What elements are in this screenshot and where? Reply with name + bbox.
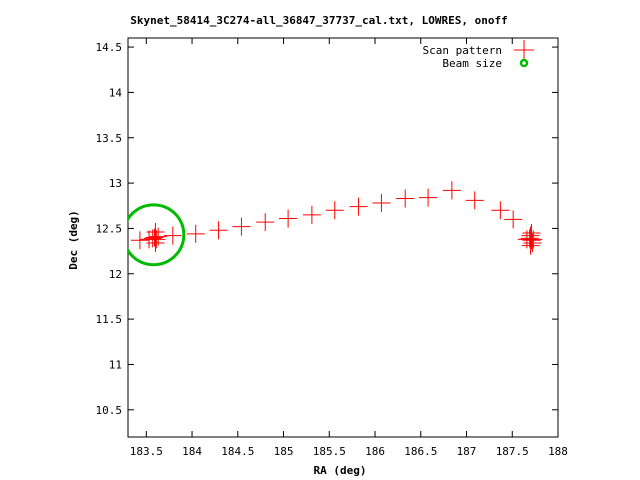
scan-point (146, 223, 165, 242)
scan-point (521, 226, 540, 245)
scan-point (186, 224, 205, 243)
x-tick-label: 185.5 (313, 445, 346, 458)
scan-point (419, 188, 438, 207)
scan-point (209, 221, 228, 240)
y-axis: 10.5 11 11.5 12 12.5 13 13.5 14 14.5 (96, 41, 558, 417)
legend-marker-beam-size (519, 58, 529, 68)
legend-plus-marker (514, 40, 534, 60)
x-tick-label: 183.5 (130, 445, 163, 458)
scan-point (130, 231, 149, 250)
legend-label-beam-size: Beam size (442, 57, 502, 70)
scan-point (256, 213, 275, 232)
x-axis-label: RA (deg) (314, 464, 367, 477)
x-tick-label: 187 (457, 445, 477, 458)
y-tick-label: 13 (109, 177, 122, 190)
y-tick-label: 10.5 (96, 404, 123, 417)
x-tick-label: 187.5 (496, 445, 529, 458)
x-tick-label: 188 (548, 445, 568, 458)
y-tick-label: 12 (109, 268, 122, 281)
chart-title: Skynet_58414_3C274-all_36847_37737_cal.t… (130, 14, 508, 27)
x-tick-label: 186.5 (404, 445, 437, 458)
y-tick-label: 11 (109, 358, 122, 371)
scan-point (522, 223, 541, 242)
x-tick-label: 185 (274, 445, 294, 458)
y-tick-label: 11.5 (96, 313, 123, 326)
scan-point (442, 181, 461, 200)
scan-point (396, 189, 415, 208)
scan-point (504, 210, 523, 229)
scan-point (325, 201, 344, 220)
x-axis: 183.5 184 184.5 185 185.5 186 186.5 187 187.5 188 (130, 38, 568, 458)
legend-marker-scan-pattern (514, 40, 534, 60)
legend-label-scan-pattern: Scan pattern (423, 44, 502, 57)
scan-point (145, 228, 164, 247)
scan-point (163, 226, 182, 245)
y-tick-label: 14 (109, 86, 123, 99)
y-tick-label: 13.5 (96, 132, 123, 145)
scan-point (349, 197, 368, 216)
scan-point (491, 201, 510, 220)
scan-point (465, 191, 484, 210)
scan-point (520, 229, 539, 248)
data-marks (128, 181, 543, 267)
x-tick-label: 184.5 (221, 445, 254, 458)
scan-point (279, 209, 298, 228)
beam-size-circle (128, 203, 186, 267)
scan-point (232, 217, 251, 236)
y-tick-label: 12.5 (96, 222, 123, 235)
scan-point (523, 233, 542, 252)
y-tick-label: 14.5 (96, 41, 123, 54)
x-tick-label: 184 (182, 445, 202, 458)
plot-area: 183.5 184 184.5 185 185.5 186 186.5 187 187.5 188… (96, 37, 568, 458)
y-axis-label: Dec (deg) (67, 210, 80, 270)
scan-point (302, 205, 321, 224)
legend-circle-marker (519, 58, 529, 68)
scan-point (372, 194, 391, 213)
legend: Scan pattern Beam size (423, 40, 534, 70)
x-tick-label: 186 (365, 445, 385, 458)
plot-frame (127, 37, 559, 438)
scan-point (147, 230, 166, 249)
